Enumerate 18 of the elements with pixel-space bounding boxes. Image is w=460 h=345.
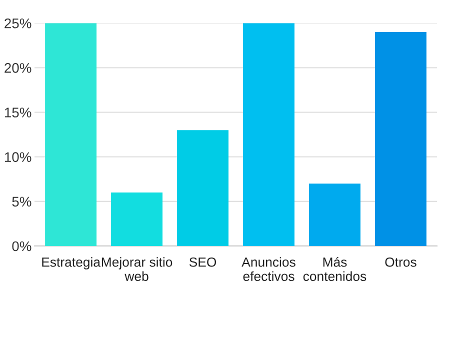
bar: [243, 23, 294, 246]
bar: [45, 23, 97, 246]
x-tick-label: Más contenidos: [303, 256, 366, 281]
y-tick-label: 5%: [12, 196, 32, 207]
x-tick-label: Anuncios efectivos: [242, 257, 296, 281]
x-tick-label: Otros: [385, 257, 416, 267]
bar: [111, 192, 163, 246]
x-tick-label: Estrategia: [42, 257, 100, 270]
bar: [177, 130, 228, 246]
bar: [308, 184, 360, 246]
y-tick-label: 15%: [4, 108, 32, 118]
y-tick-label: 25%: [4, 18, 32, 28]
y-tick-label: 20%: [4, 63, 32, 73]
y-tick-label: 10%: [4, 152, 32, 162]
x-tick-label: SEO: [189, 257, 216, 267]
bar: [374, 32, 426, 246]
y-tick-label: 0%: [12, 241, 32, 252]
x-tick-label: Mejorar sitio web: [102, 257, 172, 281]
